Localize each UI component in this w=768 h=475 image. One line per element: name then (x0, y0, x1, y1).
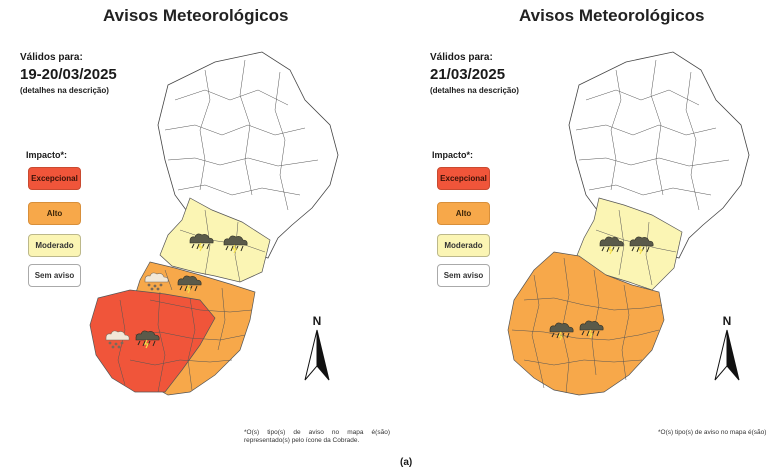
legend-moderado: Moderado (437, 234, 490, 257)
valid-date: 19-20/03/2025 (20, 66, 117, 83)
region-excepcional (89, 289, 216, 393)
footnote: *O(s) tipo(s) de aviso no mapa é(são) re… (658, 429, 768, 436)
region-moderado (159, 197, 271, 283)
legend-moderado: Moderado (28, 234, 81, 257)
valid-note: (detalhes na descrição) (20, 86, 109, 95)
figure-caption: (a) (400, 457, 413, 468)
legend-title: Impacto*: (26, 150, 68, 160)
north-arrow: N (710, 314, 744, 386)
map-title: Avisos Meteorológicos (103, 6, 289, 25)
valid-label: Válidos para: (20, 52, 83, 63)
valid-label: Válidos para: (430, 52, 493, 63)
legend-excepcional: Excepcional (28, 167, 81, 190)
north-letter: N (722, 314, 732, 328)
region-moderado (575, 197, 683, 291)
valid-date: 21/03/2025 (430, 66, 506, 83)
legend-alto: Alto (28, 202, 81, 225)
panel-left: Avisos Meteorológicos Válidos para: 19-2… (20, 6, 390, 444)
map-title: Avisos Meteorológicos (519, 6, 705, 25)
legend-alto: Alto (437, 202, 490, 225)
footnote: *O(s) tipo(s) de aviso no mapa é(são) re… (244, 429, 390, 444)
legend-sem-aviso: Sem aviso (28, 264, 81, 287)
panel-right: Avisos Meteorológicos Válidos para: 21/0… (384, 0, 768, 475)
warning-map (507, 51, 750, 396)
legend-title: Impacto*: (432, 150, 474, 160)
north-arrow: N (300, 314, 334, 386)
municipal-boundaries (117, 59, 319, 393)
north-letter: N (312, 314, 322, 328)
warning-map (89, 51, 339, 396)
valid-note: (detalhes na descrição) (430, 86, 519, 95)
legend-excepcional: Excepcional (437, 167, 490, 190)
legend-sem-aviso: Sem aviso (437, 264, 490, 287)
